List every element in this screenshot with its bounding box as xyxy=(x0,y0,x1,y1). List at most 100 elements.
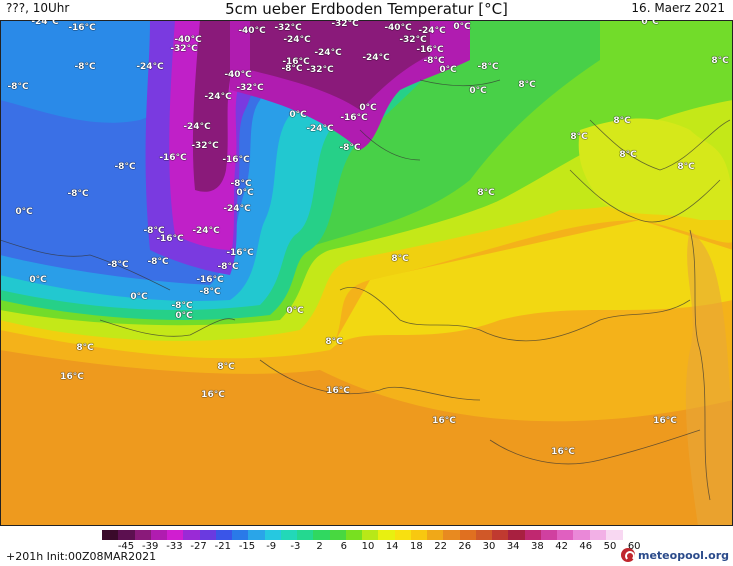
isotherm-label: -8°C xyxy=(107,260,129,270)
isotherm-label: -8°C xyxy=(281,64,303,74)
isotherm-label: -16°C xyxy=(156,234,184,244)
temperature-field xyxy=(0,20,733,526)
isotherm-label: -8°C xyxy=(339,143,361,153)
isotherm-label: 0°C xyxy=(359,103,377,113)
isotherm-label: -8°C xyxy=(143,226,165,236)
colorbar-segment xyxy=(102,530,119,540)
isotherm-label: 8°C xyxy=(711,56,729,66)
valid-date: 16. Maerz 2021 xyxy=(631,1,725,15)
colorbar-tick: 2 xyxy=(316,541,323,552)
colorbar-tick: -27 xyxy=(190,541,207,552)
meteopool-logo[interactable]: meteopool.org xyxy=(621,546,729,564)
isotherm-label: 0°C xyxy=(130,292,148,302)
colorbar-tick: 60 xyxy=(627,541,641,552)
colorbar-segment xyxy=(508,530,525,540)
isotherm-label: 0°C xyxy=(15,207,33,217)
colorbar-segment xyxy=(167,530,184,540)
isotherm-label: 16°C xyxy=(326,386,350,396)
isotherm-label: 0°C xyxy=(289,110,307,120)
isotherm-label: -16°C xyxy=(226,248,254,258)
isotherm-label: -24°C xyxy=(192,226,220,236)
colorbar-segment xyxy=(199,530,217,540)
isotherm-label: 8°C xyxy=(76,343,94,353)
colorbar-tick: 50 xyxy=(603,541,617,552)
colorbar-tick: 42 xyxy=(555,541,568,552)
isotherm-label: -8°C xyxy=(199,287,221,297)
isotherm-label: 16°C xyxy=(432,416,456,426)
isotherm-label: -24°C xyxy=(362,53,390,63)
colorbar-segment xyxy=(540,530,558,540)
isotherm-label: -40°C xyxy=(384,23,412,33)
isotherm-label: 16°C xyxy=(60,372,84,382)
isotherm-label: -32°C xyxy=(274,23,302,33)
colorbar-tick: -45 xyxy=(117,541,135,552)
isotherm-label: 8°C xyxy=(477,188,495,198)
map-title: 5cm ueber Erdboden Temperatur [°C] xyxy=(225,0,508,18)
isotherm-label: -32°C xyxy=(331,20,359,29)
isotherm-label: 0°C xyxy=(286,306,304,316)
colorbar-segment xyxy=(264,530,282,540)
isotherm-label: 8°C xyxy=(518,80,536,90)
isotherm-label: -16°C xyxy=(416,45,444,55)
colorbar-segment xyxy=(557,530,574,540)
isotherm-label: -16°C xyxy=(282,57,310,67)
colorbar-segment xyxy=(427,530,444,540)
colorbar-segment xyxy=(313,530,330,540)
colorbar-tick: 46 xyxy=(579,541,593,552)
colorbar-segment xyxy=(475,530,493,540)
isotherm-label: -24°C xyxy=(314,48,342,58)
meteopool-logo-icon xyxy=(621,548,635,562)
isotherm-label: -32°C xyxy=(236,83,264,93)
isotherm-label: -32°C xyxy=(399,35,427,45)
isotherm-label: 0°C xyxy=(29,275,47,285)
colorbar-segment xyxy=(150,530,168,540)
colorbar-segment xyxy=(232,530,249,540)
isotherm-label: 0°C xyxy=(453,22,471,32)
isotherm-label: -8°C xyxy=(74,62,96,72)
isotherm-label: -24°C xyxy=(31,20,59,27)
isotherm-label: 16°C xyxy=(551,447,575,457)
colorbar-segment xyxy=(345,530,363,540)
isotherm-label: -32°C xyxy=(191,141,219,151)
isotherm-label: -8°C xyxy=(477,62,499,72)
colorbar-tick: 10 xyxy=(361,541,375,552)
colorbar-ticks: -45 -39 -33 -27 -21 -15 -9 -3 2 6 10 14 18 22 26 30 34 38… xyxy=(102,541,641,553)
isotherm-label: -8°C xyxy=(147,257,169,267)
colorbar-segment xyxy=(248,530,265,540)
isotherm-label: -24°C xyxy=(136,62,164,72)
isotherm-label: -24°C xyxy=(204,92,232,102)
colorbar-segment xyxy=(524,530,542,540)
isotherm-label: -16°C xyxy=(340,113,368,123)
colorbar-tick: 34 xyxy=(506,541,520,552)
isotherm-label: 0°C xyxy=(175,311,193,321)
colorbar-segment xyxy=(378,530,395,540)
isotherm-label: -40°C xyxy=(238,26,266,36)
isotherm-label: 8°C xyxy=(677,162,695,172)
colorbar-tick: 30 xyxy=(482,541,496,552)
isotherm-label: -32°C xyxy=(306,65,334,75)
isotherm-label: -40°C xyxy=(174,35,202,45)
colorbar-segment xyxy=(573,530,590,540)
isotherm-label: -24°C xyxy=(283,35,311,45)
isotherm-label: 8°C xyxy=(619,150,637,160)
colorbar-segment xyxy=(280,530,298,540)
colorbar-tick: -33 xyxy=(166,541,183,552)
colorbar-tick: 14 xyxy=(385,541,399,552)
colorbar-segment xyxy=(459,530,477,540)
colorbar-segment xyxy=(329,530,347,540)
colorbar-segment xyxy=(394,530,412,540)
colorbar-segment xyxy=(134,530,152,540)
colorbar-tick: -21 xyxy=(214,541,231,552)
colorbar-segment xyxy=(183,530,200,540)
isotherm-label: -24°C xyxy=(418,26,446,36)
map-header: ???, 10Uhr 5cm ueber Erdboden Temperatur… xyxy=(0,0,733,20)
colorbar-segment xyxy=(492,530,509,540)
isotherm-label: -8°C xyxy=(114,162,136,172)
isotherm-label: 8°C xyxy=(325,337,343,347)
isotherm-label: -8°C xyxy=(171,301,193,311)
isotherm-label: 8°C xyxy=(570,132,588,142)
isotherm-label: 16°C xyxy=(201,390,225,400)
colorbar-tick: 18 xyxy=(410,541,423,552)
isotherm-label: -32°C xyxy=(170,44,198,54)
isotherm-label: -16°C xyxy=(222,155,250,165)
